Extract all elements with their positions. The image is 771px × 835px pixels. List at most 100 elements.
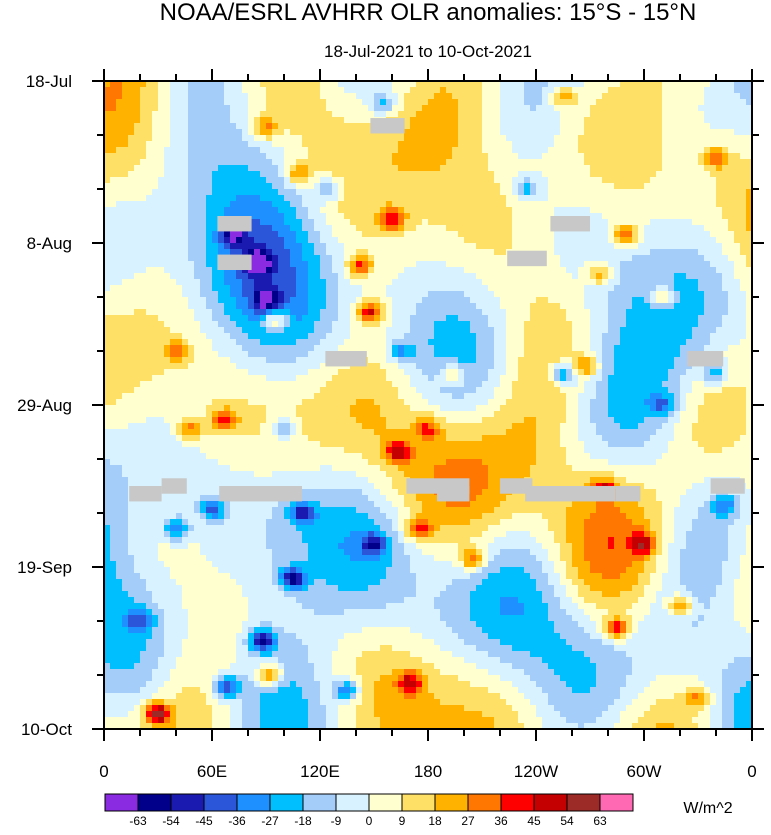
- field-cell: [482, 285, 489, 292]
- field-cell: [230, 273, 237, 280]
- field-cell: [242, 183, 249, 190]
- field-cell: [266, 129, 273, 136]
- field-cell: [152, 183, 159, 190]
- field-cell: [608, 105, 615, 112]
- field-cell: [200, 273, 207, 280]
- field-cell: [296, 213, 303, 220]
- field-cell: [614, 111, 621, 118]
- field-cell: [698, 123, 705, 130]
- field-cell: [650, 147, 657, 154]
- field-cell: [188, 297, 195, 304]
- field-cell: [398, 177, 405, 184]
- field-cell: [104, 153, 111, 160]
- field-cell: [404, 255, 411, 262]
- field-cell: [278, 309, 285, 316]
- field-cell: [680, 315, 687, 322]
- field-cell: [230, 333, 237, 340]
- field-cell: [626, 261, 633, 268]
- field-cell: [188, 165, 195, 172]
- field-cell: [362, 135, 369, 142]
- field-cell: [632, 333, 639, 340]
- field-cell: [638, 327, 645, 334]
- field-cell: [386, 279, 393, 286]
- field-cell: [140, 327, 147, 334]
- field-cell: [374, 285, 381, 292]
- field-cell: [530, 225, 537, 232]
- field-cell: [218, 183, 225, 190]
- field-cell: [740, 285, 747, 292]
- field-cell: [548, 237, 555, 244]
- field-cell: [638, 249, 645, 256]
- field-cell: [644, 93, 651, 100]
- field-cell: [146, 231, 153, 238]
- field-cell: [614, 147, 621, 154]
- field-cell: [746, 249, 752, 256]
- field-cell: [506, 81, 513, 88]
- field-cell: [428, 261, 435, 268]
- field-cell: [170, 195, 177, 202]
- field-cell: [374, 165, 381, 172]
- field-cell: [314, 123, 321, 130]
- field-cell: [524, 219, 531, 226]
- field-cell: [434, 153, 441, 160]
- field-cell: [128, 291, 135, 298]
- field-cell: [128, 321, 135, 328]
- field-cell: [200, 129, 207, 136]
- field-cell: [482, 345, 489, 352]
- field-cell: [614, 195, 621, 202]
- field-cell: [266, 189, 273, 196]
- field-cell: [722, 183, 729, 190]
- field-cell: [656, 87, 663, 94]
- field-cell: [596, 159, 603, 166]
- field-cell: [608, 219, 615, 226]
- field-cell: [482, 171, 489, 178]
- field-cell: [530, 315, 537, 322]
- field-cell: [620, 225, 627, 232]
- field-cell: [494, 129, 501, 136]
- field-cell: [482, 207, 489, 214]
- field-cell: [578, 243, 585, 250]
- field-cell: [440, 141, 447, 148]
- field-cell: [272, 327, 279, 334]
- field-cell: [242, 159, 249, 166]
- field-cell: [722, 333, 729, 340]
- field-cell: [296, 327, 303, 334]
- field-cell: [674, 237, 681, 244]
- field-cell: [596, 135, 603, 142]
- field-cell: [218, 291, 225, 298]
- field-cell: [494, 315, 501, 322]
- field-cell: [140, 171, 147, 178]
- field-cell: [128, 243, 135, 250]
- field-cell: [278, 243, 285, 250]
- field-cell: [596, 219, 603, 226]
- field-cell: [296, 273, 303, 280]
- field-cell: [422, 309, 429, 316]
- field-cell: [470, 165, 477, 172]
- field-cell: [368, 285, 375, 292]
- field-cell: [674, 207, 681, 214]
- field-cell: [656, 165, 663, 172]
- field-cell: [572, 279, 579, 286]
- field-cell: [428, 129, 435, 136]
- field-cell: [416, 183, 423, 190]
- field-cell: [350, 117, 357, 124]
- field-cell: [254, 219, 261, 226]
- field-cell: [206, 357, 213, 364]
- field-cell: [128, 147, 135, 154]
- field-cell: [284, 309, 291, 316]
- field-cell: [266, 297, 273, 304]
- field-cell: [122, 171, 129, 178]
- field-cell: [212, 93, 219, 100]
- field-cell: [644, 303, 651, 310]
- field-cell: [530, 279, 537, 286]
- field-cell: [278, 177, 285, 184]
- field-cell: [212, 273, 219, 280]
- field-cell: [236, 189, 243, 196]
- field-cell: [170, 81, 177, 88]
- field-cell: [140, 291, 147, 298]
- field-cell: [260, 267, 267, 274]
- field-cell: [176, 153, 183, 160]
- field-cell: [536, 237, 543, 244]
- field-cell: [560, 123, 567, 130]
- field-cell: [686, 297, 693, 304]
